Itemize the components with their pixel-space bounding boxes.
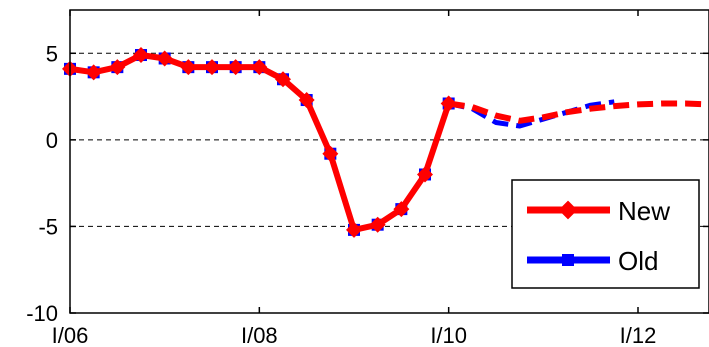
series-new-point-13	[369, 216, 386, 233]
y-tick-label-0: 5	[46, 41, 58, 66]
series-new-point-8	[251, 59, 268, 76]
legend-marker-new	[558, 200, 578, 220]
series-new-point-16	[440, 95, 457, 112]
series-new-point-6	[204, 59, 220, 76]
plot-frame	[69, 9, 709, 314]
series-new-point-5	[180, 59, 197, 76]
series-new-point-7	[227, 59, 244, 76]
legend-marker-old	[562, 254, 574, 266]
series-new-point-1	[85, 64, 102, 81]
series-new-point-9	[275, 71, 291, 88]
series-new-point-11	[322, 145, 339, 162]
y-tick-label-1: 0	[46, 128, 58, 153]
x-tick-label-2: I/10	[430, 323, 467, 347]
series-new-point-3	[133, 47, 149, 64]
series-new-point-4	[156, 50, 173, 67]
series-new-forecast-line	[448, 100, 709, 124]
legend-label-old: Old	[618, 246, 658, 276]
y-tick-label-2: -5	[38, 214, 58, 239]
series-new-point-14	[393, 201, 410, 218]
axis-ticks	[69, 10, 709, 314]
series-new-point-2	[109, 59, 126, 76]
series-new-point-15	[417, 166, 433, 183]
tick-labels: 5 0 -5 -10I/06 I/08 I/10 I/12	[26, 41, 656, 347]
x-tick-label-1: I/08	[241, 323, 278, 347]
legend-box	[511, 179, 700, 289]
legend: New Old	[511, 179, 700, 289]
series-new-point-10	[298, 92, 315, 109]
y-tick-label-3: -10	[26, 301, 58, 326]
x-tick-label-3: I/12	[620, 323, 657, 347]
series-new-point-12	[346, 221, 362, 238]
series-layer	[62, 47, 709, 238]
x-tick-label-0: I/06	[52, 323, 89, 347]
legend-label-new: New	[618, 196, 670, 226]
